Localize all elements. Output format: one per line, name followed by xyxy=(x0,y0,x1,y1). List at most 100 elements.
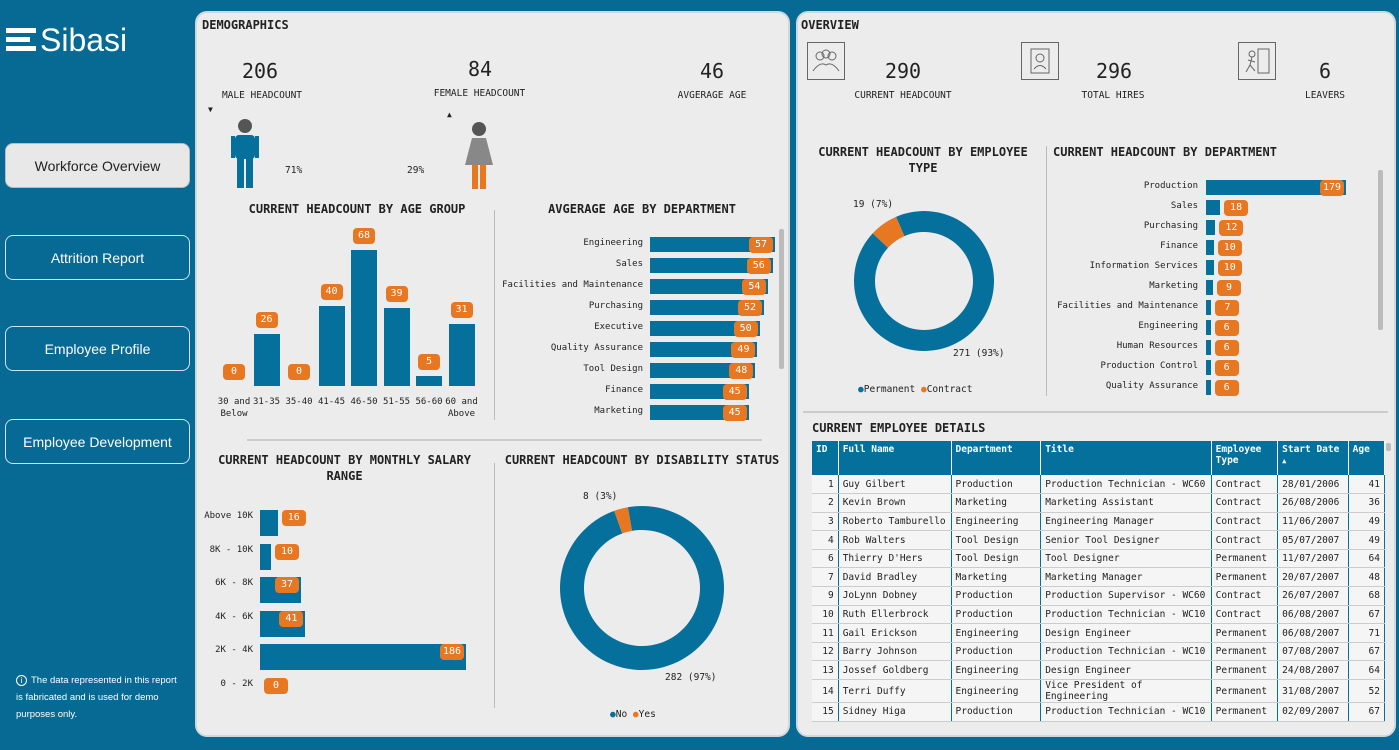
age-group-value-badge: 31 xyxy=(450,302,473,318)
info-icon: i xyxy=(16,675,27,686)
bar-category-label: Facilities and Maintenance xyxy=(1057,301,1198,311)
table-row[interactable]: 6 Thierry D'Hers Tool Design Tool Designer P… xyxy=(812,549,1386,569)
bar-mark xyxy=(1206,280,1214,295)
table-cell: Ruth Ellerbrock xyxy=(838,605,952,625)
table-row[interactable]: 7 David Bradley Marketing Marketing Manager… xyxy=(812,567,1386,588)
table-row[interactable]: 4 Rob Walters Tool Design Senior Tool Desig… xyxy=(812,530,1386,550)
department-scrollbar[interactable] xyxy=(1378,170,1383,330)
bar-category-label: Sales xyxy=(1170,201,1198,211)
table-cell: 10 xyxy=(812,605,839,625)
bar-value-badge: 179 xyxy=(1320,180,1344,196)
col-id[interactable]: ID xyxy=(812,441,839,475)
bar-category-label: Facilities and Maintenance xyxy=(502,280,643,290)
table-row[interactable]: 2 Kevin Brown Marketing Marketing Assistant… xyxy=(812,493,1386,513)
bar-mark xyxy=(260,510,278,536)
bar-category-label: Tool Design xyxy=(583,364,643,374)
nav-employee-development[interactable]: Employee Development xyxy=(5,419,190,464)
age-group-bar xyxy=(351,250,377,386)
bar-mark xyxy=(1206,300,1212,315)
table-row[interactable]: 14 Terri Duffy Engineering Vice President o… xyxy=(812,679,1386,704)
col-employee-type[interactable]: Employee Type xyxy=(1211,441,1279,475)
nav-employee-profile[interactable]: Employee Profile xyxy=(5,326,190,371)
table-cell: Production Technician - WC10 xyxy=(1040,642,1212,662)
table-cell: 06/08/2007 xyxy=(1277,605,1349,625)
age-group-value-badge: 39 xyxy=(385,286,408,302)
table-cell: 49 xyxy=(1348,530,1386,550)
donut-slice-yes xyxy=(614,507,632,534)
table-cell: 28/01/2006 xyxy=(1277,475,1349,495)
donut-slice-contract xyxy=(872,216,905,248)
bar-category-label: Finance xyxy=(1160,241,1198,251)
col-age[interactable]: Age xyxy=(1348,441,1386,475)
leavers-value: 6 xyxy=(1318,59,1332,83)
age-group-tick-label: 35-40 xyxy=(285,397,313,407)
table-cell: Tool Design xyxy=(951,549,1042,569)
current-headcount-label: CURRENT HEADCOUNT xyxy=(854,90,952,101)
bar-mark xyxy=(1206,240,1214,255)
age-group-value-badge: 26 xyxy=(255,312,278,328)
avg-age-scrollbar[interactable] xyxy=(779,229,784,369)
bar-value-badge: 6 xyxy=(1214,320,1239,336)
col-department[interactable]: Department xyxy=(951,441,1042,475)
table-cell: Production xyxy=(951,586,1042,606)
table-cell: Senior Tool Designer xyxy=(1040,530,1212,550)
bar-value-badge: 10 xyxy=(1217,260,1242,276)
table-row[interactable]: 12 Barry Johnson Production Production Tech… xyxy=(812,642,1386,662)
bar-value-badge: 12 xyxy=(1219,220,1244,236)
col-title[interactable]: Title xyxy=(1040,441,1212,475)
leavers-icon xyxy=(1238,42,1276,80)
bar-value-badge: 18 xyxy=(1224,200,1249,216)
nav-attrition-report[interactable]: Attrition Report xyxy=(5,235,190,280)
table-row[interactable]: 13 Jossef Goldberg Engineering Design Engin… xyxy=(812,660,1386,681)
age-group-value-badge: 0 xyxy=(223,364,245,380)
col-full-name[interactable]: Full Name xyxy=(838,441,952,475)
average-age-value: 46 xyxy=(699,59,725,83)
bar-value-badge: 45 xyxy=(722,384,747,400)
bar-mark xyxy=(1206,200,1221,215)
bar-category-label: 0 - 2K xyxy=(220,678,253,689)
sort-up-icon[interactable]: ▲ xyxy=(447,110,452,119)
table-row[interactable]: 10 Ruth Ellerbrock Production Production Te… xyxy=(812,605,1386,625)
bar-value-badge: 6 xyxy=(1214,360,1239,376)
overview-panel: OVERVIEW 290 CURRENT HEADCOUNT 296 TOTAL… xyxy=(796,11,1396,737)
table-cell: 52 xyxy=(1348,679,1386,704)
table-row[interactable]: 9 JoLynn Dobney Production Production Super… xyxy=(812,586,1386,606)
logo-mark-icon xyxy=(6,28,36,55)
table-cell: Permanent xyxy=(1211,679,1279,704)
salary-chart-title: CURRENT HEADCOUNT BY MONTHLY SALARY RANG… xyxy=(218,453,471,483)
bar-value-badge: 54 xyxy=(742,279,767,295)
table-scrollbar[interactable] xyxy=(1386,443,1391,451)
table-row[interactable]: 11 Gail Erickson Engineering Design Enginee… xyxy=(812,623,1386,643)
table-cell: Engineering Manager xyxy=(1040,512,1212,532)
table-cell: Production xyxy=(951,702,1042,722)
age-group-tick-label: 46-50 xyxy=(350,397,378,407)
table-row[interactable]: 3 Roberto Tamburello Engineering Engineerin… xyxy=(812,512,1386,532)
col-start-date[interactable]: Start Date ▲ xyxy=(1277,441,1349,475)
table-cell: Permanent xyxy=(1211,660,1279,681)
table-cell: Contract xyxy=(1211,512,1279,532)
table-cell: 11/07/2007 xyxy=(1277,549,1349,569)
table-cell: Marketing Assistant xyxy=(1040,493,1212,513)
hires-icon xyxy=(1021,42,1059,80)
table-cell: 36 xyxy=(1348,493,1386,513)
demographics-panel: DEMOGRAPHICS 206 MALE HEADCOUNT ▼ 71% 84… xyxy=(195,11,790,737)
bar-mark xyxy=(260,543,272,570)
type-legend: ●Permanent ●Contract xyxy=(858,384,973,395)
overview-title: OVERVIEW xyxy=(801,18,859,32)
table-row[interactable]: 1 Guy Gilbert Production Production Technic… xyxy=(812,475,1386,495)
table-cell: Roberto Tamburello xyxy=(838,512,952,532)
table-cell: 02/09/2007 xyxy=(1277,702,1349,722)
legend-no: No xyxy=(615,709,628,720)
nav-workforce-overview[interactable]: Workforce Overview xyxy=(5,143,190,188)
table-cell: Marketing Manager xyxy=(1040,567,1212,588)
bar-mark xyxy=(260,644,466,670)
bar-mark xyxy=(1206,260,1214,275)
table-cell: Contract xyxy=(1211,586,1279,606)
age-group-value-badge: 5 xyxy=(418,354,440,370)
employee-type-chart-title: CURRENT HEADCOUNT BY EMPLOYEE TYPE xyxy=(818,145,1028,175)
table-cell: 48 xyxy=(1348,567,1386,588)
table-cell: Barry Johnson xyxy=(838,642,952,662)
current-headcount-value: 290 xyxy=(884,59,922,83)
sort-down-icon[interactable]: ▼ xyxy=(208,105,213,114)
table-row[interactable]: 15 Sidney Higa Production Production Techni… xyxy=(812,702,1386,722)
